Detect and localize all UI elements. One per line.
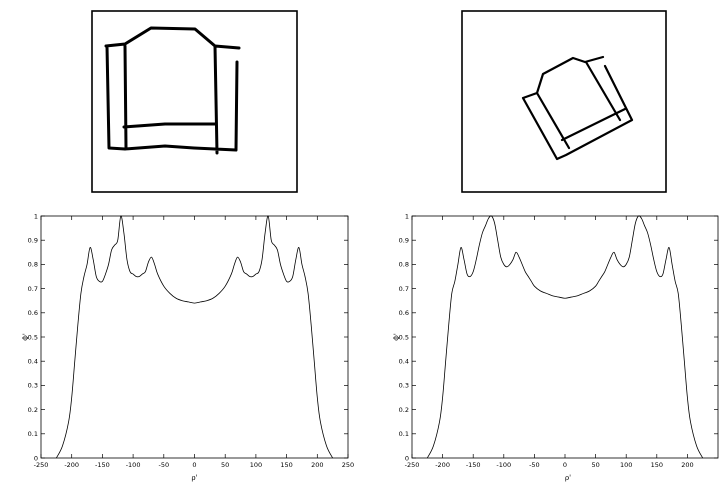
- x-tick-label: 50: [591, 461, 599, 469]
- x-tick-label: -200: [435, 461, 450, 469]
- chart-right: -250 -200 -150 -100 -50 0 50 100 150 200 0 0.1 0.2 0.…: [393, 212, 719, 482]
- plot-area-left: [40, 215, 349, 459]
- x-tick-label: 50: [221, 461, 229, 469]
- y-tick-label: 0.3: [28, 382, 38, 390]
- x-tick-label: -200: [64, 461, 79, 469]
- series-line-left: [55, 215, 334, 459]
- sketch-panel-left: [91, 10, 298, 193]
- x-tick-label: 200: [681, 461, 693, 469]
- y-tick-label: 0.1: [399, 430, 409, 438]
- y-tick-label: 0: [405, 454, 409, 462]
- x-tick-label: 100: [620, 461, 632, 469]
- sketch-shape-left: [104, 26, 241, 155]
- y-axis-label-left: Φ': [22, 333, 30, 341]
- y-tick-label: 0.1: [28, 430, 38, 438]
- sketch-frame-left: [91, 10, 298, 193]
- axis-ticks-left: [40, 215, 349, 459]
- y-tick-label: 0.4: [28, 358, 38, 366]
- y-tick-label: 0.8: [28, 261, 38, 269]
- y-tick-label: 0.5: [399, 333, 409, 341]
- y-tick-label: 0.7: [28, 285, 38, 293]
- x-tick-label: -150: [95, 461, 110, 469]
- x-tick-label: 100: [250, 461, 262, 469]
- x-tick-label: 0: [192, 461, 196, 469]
- x-tick-label: 250: [342, 461, 354, 469]
- chart-left: -250 -200 -150 -100 -50 0 50 100 150 200 250 0 0.1 0.…: [22, 212, 354, 482]
- y-tick-label: 0: [34, 454, 38, 462]
- x-tick-label: -250: [34, 461, 49, 469]
- y-tick-label: 0.7: [399, 285, 409, 293]
- plot-area-right: [411, 215, 719, 459]
- y-axis-label-right: Φ': [393, 333, 401, 341]
- y-tick-label: 0.9: [28, 237, 38, 245]
- y-tick-label: 0.3: [399, 382, 409, 390]
- y-tick-label: 0.5: [28, 333, 38, 341]
- x-tick-label: -50: [158, 461, 169, 469]
- y-tick-label: 1: [405, 212, 409, 220]
- axis-ticks-right: [411, 215, 718, 459]
- y-tick-label: 0.2: [399, 406, 409, 414]
- y-tick-label: 1: [34, 212, 38, 220]
- x-tick-label: -100: [496, 461, 511, 469]
- sketch-shape-right: [521, 55, 634, 161]
- y-tick-label: 0.2: [28, 406, 38, 414]
- y-tick-label: 0.9: [399, 237, 409, 245]
- x-axis-label-right: ρ': [565, 474, 571, 482]
- y-tick-label: 0.4: [399, 358, 409, 366]
- tick-labels-right: -250 -200 -150 -100 -50 0 50 100 150 200 0 0.1 0.2 0.…: [399, 212, 694, 469]
- x-tick-label: -100: [126, 461, 141, 469]
- x-tick-label: 0: [563, 461, 567, 469]
- x-tick-label: -250: [405, 461, 420, 469]
- sketch-panel-right: [461, 10, 667, 193]
- y-tick-label: 0.8: [399, 261, 409, 269]
- y-tick-label: 0.6: [399, 309, 409, 317]
- y-tick-label: 0.6: [28, 309, 38, 317]
- x-tick-label: 200: [311, 461, 323, 469]
- x-tick-label: -150: [466, 461, 481, 469]
- series-line-right: [426, 215, 704, 459]
- sketch-frame-right: [461, 10, 667, 193]
- x-tick-label: -50: [529, 461, 540, 469]
- x-axis-label-left: ρ': [191, 474, 197, 482]
- x-tick-label: 150: [651, 461, 663, 469]
- x-tick-label: 150: [280, 461, 292, 469]
- tick-labels-left: -250 -200 -150 -100 -50 0 50 100 150 200 250 0 0.1 0.…: [28, 212, 355, 469]
